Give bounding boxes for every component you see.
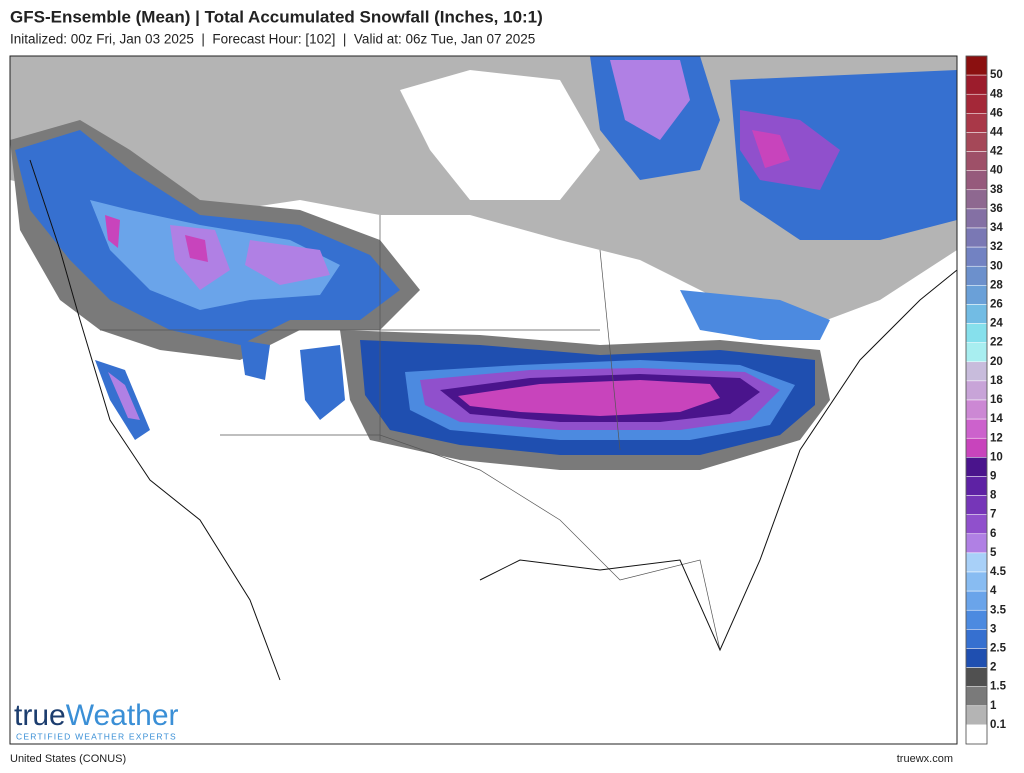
legend-label: 50 (990, 69, 1003, 81)
legend-label: 40 (990, 165, 1003, 177)
legend-swatch (965, 648, 988, 668)
legend-swatch (965, 533, 988, 554)
legend-swatch (965, 552, 988, 573)
legend-swatch (965, 476, 988, 496)
legend-label: 26 (990, 298, 1003, 310)
legend-swatch (965, 227, 988, 248)
legend-swatch (965, 418, 988, 439)
legend-label: 10 (990, 451, 1003, 463)
legend-frame (965, 55, 988, 745)
logo-part: Weather (66, 699, 179, 732)
logo: trueWeather (14, 699, 179, 732)
legend-label: 14 (990, 413, 1003, 425)
legend-swatch (965, 590, 988, 611)
legend-label: 5 (990, 547, 997, 559)
legend-label: 12 (990, 432, 1003, 444)
legend-label: 18 (990, 375, 1003, 387)
legend-label: 6 (990, 528, 996, 540)
legend-label: 44 (990, 126, 1003, 138)
map-subtitle: Initalized: 00z Fri, Jan 03 2025 | Forec… (10, 32, 535, 47)
legend-swatch (965, 93, 988, 114)
legend-swatch (965, 705, 988, 726)
legend-swatch (965, 609, 988, 630)
legend-label: 30 (990, 260, 1003, 272)
legend-label: 0.1 (990, 719, 1007, 731)
legend-swatch (965, 457, 988, 477)
legend-label: 2 (990, 662, 996, 674)
legend-label: 28 (990, 279, 1003, 291)
legend-swatch (965, 304, 988, 324)
legend-swatch (965, 686, 988, 707)
legend-swatch (965, 342, 988, 363)
legend-swatch (965, 399, 988, 420)
legend-label: 38 (990, 184, 1003, 196)
legend-swatch (965, 132, 988, 152)
legend-label: 2.5 (990, 642, 1007, 654)
legend-label: 46 (990, 107, 1003, 119)
legend-label: 22 (990, 337, 1003, 349)
legend-swatch (965, 151, 988, 171)
legend-label: 32 (990, 241, 1003, 253)
legend-label: 4 (990, 585, 997, 597)
legend-swatch (965, 495, 988, 515)
legend-label: 36 (990, 203, 1003, 215)
legend-label: 1.5 (990, 681, 1007, 693)
legend-swatch (965, 113, 988, 133)
legend-swatch (965, 667, 988, 687)
legend-swatch (965, 514, 988, 535)
map (10, 56, 957, 744)
legend-swatch (965, 246, 988, 267)
legend-swatch (965, 265, 988, 286)
legend-label: 3.5 (990, 604, 1007, 616)
legend-swatch (965, 74, 988, 95)
logo-tagline: CERTIFIED WEATHER EXPERTS (16, 731, 177, 741)
logo-part: true (14, 699, 66, 732)
footer-site: truewx.com (897, 753, 953, 765)
legend-label: 7 (990, 509, 996, 521)
legend-swatch (965, 323, 988, 343)
legend-label: 9 (990, 470, 996, 482)
legend-swatch (965, 208, 988, 229)
legend-label: 48 (990, 88, 1003, 100)
legend-label: 1 (990, 700, 997, 712)
legend-label: 3 (990, 623, 996, 635)
legend-label: 8 (990, 490, 997, 502)
legend-label: 20 (990, 356, 1003, 368)
legend-swatch (965, 437, 988, 458)
legend-swatch (965, 380, 988, 401)
legend-swatch (965, 571, 988, 592)
legend-label: 34 (990, 222, 1003, 234)
legend-label: 24 (990, 318, 1003, 330)
legend-swatch (965, 170, 988, 191)
legend-swatch (965, 189, 988, 210)
legend-swatch (965, 285, 988, 305)
legend-swatch (965, 629, 988, 649)
legend-label: 16 (990, 394, 1003, 406)
legend: 5048464442403836343230282624222018161412… (965, 55, 1007, 745)
legend-label: 42 (990, 146, 1003, 158)
legend-label: 4.5 (990, 566, 1007, 578)
legend-swatch (965, 361, 988, 382)
map-frame (9, 55, 958, 745)
map-title: GFS-Ensemble (Mean) | Total Accumulated … (10, 7, 543, 26)
footer-region: United States (CONUS) (10, 753, 126, 765)
legend-swatch (965, 55, 988, 76)
legend-swatch (965, 724, 988, 745)
